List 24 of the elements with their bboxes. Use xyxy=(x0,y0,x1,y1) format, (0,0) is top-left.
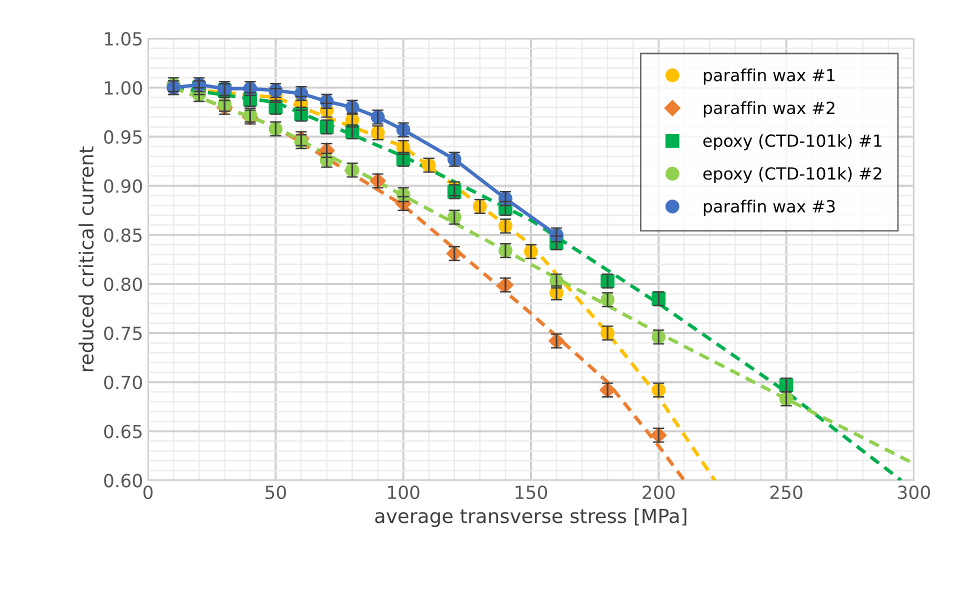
y-tick-label: 0.80 xyxy=(104,277,142,292)
x-tick-label: 100 xyxy=(388,486,420,500)
y-tick-label: 0.85 xyxy=(104,228,142,242)
legend-label: paraffin wax #1 xyxy=(704,68,835,85)
x-tick-label: 0 xyxy=(143,486,153,500)
y-tick-label: 0.95 xyxy=(104,130,142,144)
x-tick-label: 300 xyxy=(898,486,930,500)
x-tick-label: 250 xyxy=(770,486,802,500)
legend-label: epoxy (CTD-101k) #1 xyxy=(703,134,882,150)
y-axis-title: reduced critical current xyxy=(78,146,94,372)
legend-label: paraffin wax #3 xyxy=(704,200,835,216)
y-tick-label: 1.05 xyxy=(104,32,142,46)
y-tick-label: 0.60 xyxy=(104,474,142,488)
y-tick-label: 0.75 xyxy=(104,326,142,340)
x-axis-title: average transverse stress [MPa] xyxy=(375,508,686,528)
y-tick-label: 1.00 xyxy=(104,81,142,95)
y-tick-label: 0.90 xyxy=(104,179,142,193)
x-tick-label: 50 xyxy=(266,486,286,500)
x-tick-label: 150 xyxy=(516,486,548,500)
y-tick-label: 0.70 xyxy=(104,376,142,390)
y-tick-label: 0.65 xyxy=(104,424,142,438)
x-tick-label: 200 xyxy=(642,486,675,500)
legend-label: paraffin wax #2 xyxy=(704,101,834,118)
legend-label: epoxy (CTD-101k) #2 xyxy=(703,166,882,184)
